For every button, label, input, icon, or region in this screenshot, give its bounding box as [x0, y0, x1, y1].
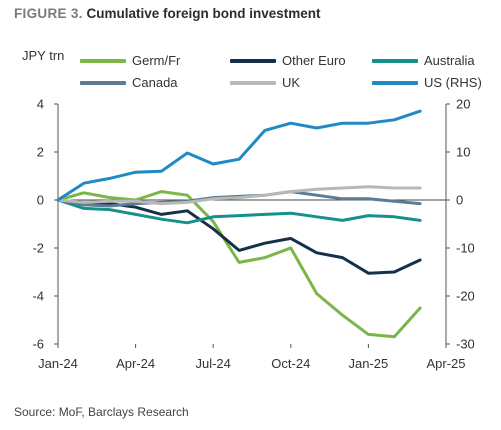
legend-item-canada: Canada	[80, 75, 178, 90]
series-line-germ-fr	[56, 190, 422, 339]
series-line-australia	[56, 198, 422, 225]
y-left-tick-label: -2	[32, 241, 44, 256]
legend-label: Germ/Fr	[132, 53, 181, 68]
legend-swatch	[80, 80, 126, 85]
legend-swatch	[230, 80, 276, 85]
series-line-us-rhs	[56, 109, 422, 202]
source-note: Source: MoF, Barclays Research	[14, 405, 189, 419]
legend-swatch	[230, 58, 276, 63]
legend-item-us-rhs: US (RHS)	[372, 75, 482, 90]
y-right-tick-label: -10	[456, 241, 475, 256]
y-left-tick-label: -4	[32, 289, 44, 304]
legend-label: UK	[282, 75, 301, 90]
legend-item-other-euro: Other Euro	[230, 53, 346, 68]
series-line-uk	[56, 185, 422, 206]
x-tick-label: Apr-24	[116, 356, 155, 371]
y-right-tick-label: 20	[456, 97, 470, 112]
legend-label: Other Euro	[282, 53, 346, 68]
legend-item-australia: Australia	[372, 53, 475, 68]
y-left-tick-label: 2	[37, 145, 44, 160]
y-left-tick-label: -6	[32, 337, 44, 352]
y-right-tick-label: 10	[456, 145, 470, 160]
legend-swatch	[372, 80, 418, 85]
y-left-tick-label: 0	[37, 193, 44, 208]
x-tick-label: Jul-24	[195, 356, 230, 371]
left-axis-label: JPY trn	[22, 48, 65, 63]
y-right-tick-label: 0	[456, 193, 463, 208]
figure-title: FIGURE 3. Cumulative foreign bond invest…	[14, 6, 321, 21]
legend-item-germ-fr: Germ/Fr	[80, 53, 180, 68]
legend-label: Canada	[132, 75, 178, 90]
y-right-tick-label: -30	[456, 337, 475, 352]
legend-swatch	[80, 58, 126, 63]
y-right-tick-label: -20	[456, 289, 475, 304]
x-tick-label: Oct-24	[271, 356, 310, 371]
legend-swatch	[372, 58, 418, 63]
x-tick-label: Jan-24	[38, 356, 78, 371]
x-tick-label: Apr-25	[426, 356, 465, 371]
figure-name: Cumulative foreign bond investment	[86, 6, 321, 21]
legend-label: Australia	[424, 53, 475, 68]
legend-item-uk: UK	[230, 75, 300, 90]
y-left-tick-label: 4	[37, 97, 44, 112]
x-tick-label: Jan-25	[349, 356, 389, 371]
figure-label: FIGURE 3.	[14, 6, 83, 21]
legend-label: US (RHS)	[424, 75, 482, 90]
